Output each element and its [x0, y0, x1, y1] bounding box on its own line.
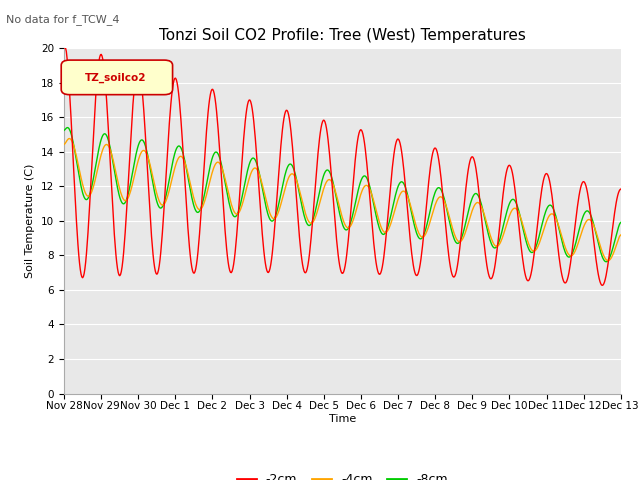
- X-axis label: Time: Time: [329, 414, 356, 424]
- Text: No data for f_TCW_4: No data for f_TCW_4: [6, 14, 120, 25]
- Title: Tonzi Soil CO2 Profile: Tree (West) Temperatures: Tonzi Soil CO2 Profile: Tree (West) Temp…: [159, 28, 526, 43]
- Legend: -2cm, -4cm, -8cm: -2cm, -4cm, -8cm: [232, 468, 453, 480]
- Text: TZ_soilco2: TZ_soilco2: [84, 72, 146, 83]
- FancyBboxPatch shape: [61, 60, 173, 95]
- Y-axis label: Soil Temperature (C): Soil Temperature (C): [26, 164, 35, 278]
